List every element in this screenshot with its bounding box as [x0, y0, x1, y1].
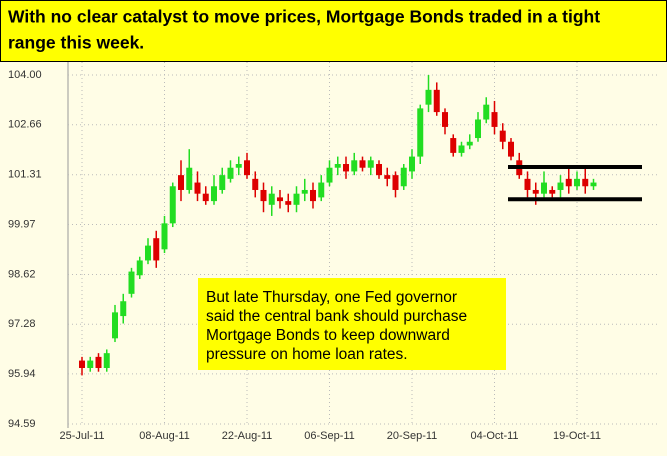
annotation: pressure on home loan rates. [206, 346, 408, 363]
y-tick-label: 95.94 [8, 368, 36, 380]
candle-body [400, 167, 407, 187]
candle-body [87, 360, 94, 368]
candle-body [367, 160, 374, 168]
candle-body [499, 130, 506, 142]
y-tick-label: 94.59 [8, 418, 36, 430]
candle-body [549, 189, 556, 194]
candle-body [541, 182, 547, 194]
candle-body [384, 175, 391, 179]
y-tick-label: 102.66 [8, 119, 42, 131]
candle-body [318, 182, 325, 198]
candle-body [574, 178, 580, 187]
candle-body [112, 312, 118, 339]
title-box [0, 0, 667, 62]
y-tick-label: 99.97 [8, 218, 36, 230]
candle-body [186, 167, 193, 190]
x-tick-label: 06-Sep-11 [304, 430, 355, 442]
x-tick-label: 25-Jul-11 [59, 430, 104, 442]
y-tick-label: 101.31 [8, 169, 42, 181]
candle-body [252, 178, 259, 190]
candle-body [491, 112, 498, 127]
candle-body [326, 167, 333, 183]
candle-body [310, 189, 316, 202]
candle-body [351, 160, 358, 172]
candle-body [169, 186, 176, 224]
y-tick-label: 104.00 [8, 69, 42, 81]
candle-body [95, 356, 102, 368]
candle-body [120, 301, 127, 317]
candle-body [145, 245, 151, 261]
candle-body [136, 260, 143, 276]
candle-body [219, 175, 226, 190]
chart-title: range this week. [8, 33, 144, 53]
candle-body [508, 141, 514, 157]
annotation: But late Thursday, one Fed governor [206, 289, 457, 306]
candle-body [268, 193, 275, 205]
candle-body [433, 89, 440, 113]
y-tick-label: 97.28 [8, 318, 36, 330]
candle-body [532, 189, 539, 194]
candle-body [161, 223, 168, 250]
x-tick-label: 20-Sep-11 [387, 430, 438, 442]
candle-body [359, 160, 366, 168]
candle-body [392, 175, 399, 190]
candle-body [277, 197, 283, 202]
candle-body [211, 186, 217, 202]
candle-body [293, 193, 300, 205]
candle-body [202, 193, 209, 202]
candle-body [227, 167, 234, 179]
x-tick-label: 04-Oct-11 [470, 430, 518, 442]
candle-body [582, 178, 589, 187]
candle-body [235, 164, 242, 168]
candle-body [178, 175, 184, 190]
candle-body [442, 112, 448, 127]
annotation-box [198, 278, 506, 370]
candle-body [128, 271, 135, 294]
candle-body [376, 164, 382, 176]
candle-body [153, 238, 160, 261]
x-tick-label: 08-Aug-11 [139, 430, 190, 442]
candle-body [466, 141, 473, 146]
x-tick-label: 19-Oct-11 [553, 430, 601, 442]
candle-body [483, 104, 490, 120]
candle-body [450, 138, 457, 153]
candle-body [409, 156, 415, 172]
candle-body [244, 160, 250, 176]
y-tick-label: 98.62 [8, 268, 36, 280]
candle-body [458, 145, 465, 153]
x-tick-label: 22-Aug-11 [222, 430, 273, 442]
candle-body [260, 189, 267, 202]
candle-body [79, 360, 85, 368]
candle-body [590, 182, 597, 187]
candle-body [417, 108, 424, 157]
annotation: said the central bank should purchase [206, 308, 467, 325]
chart-title: With no clear catalyst to move prices, M… [8, 7, 600, 27]
candle-body [557, 182, 564, 190]
candle-body [565, 178, 572, 187]
candle-body [194, 182, 201, 194]
annotation: Mortgage Bonds to keep downward [206, 327, 450, 344]
candle-body [475, 119, 481, 139]
candle-body [524, 178, 531, 190]
candle-body [285, 201, 292, 205]
candle-body [334, 164, 341, 168]
candle-body [425, 89, 432, 105]
candle-body [343, 164, 349, 172]
candle-body [103, 353, 110, 368]
candle-body [301, 189, 308, 194]
